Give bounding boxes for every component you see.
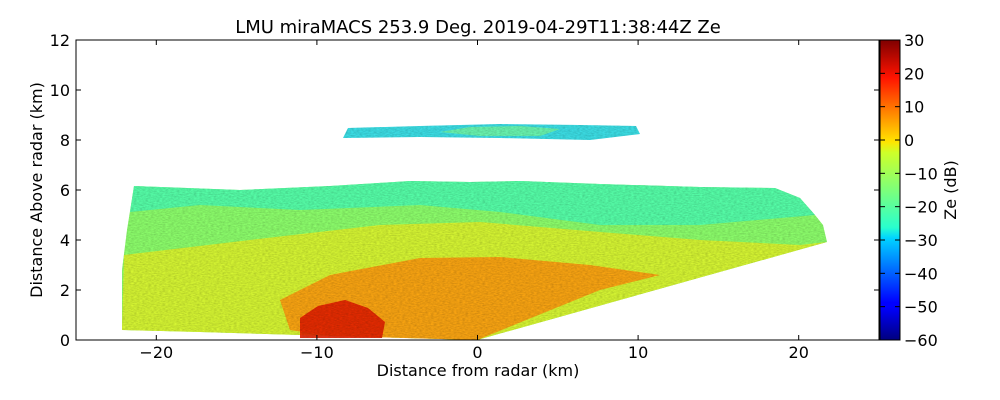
x-tick-label: −10 <box>300 343 334 362</box>
colorbar-ticks: 30 20 10 0 −10 −20 −30 −40 −50 −60 <box>880 31 938 350</box>
x-axis-label: Distance from radar (km) <box>377 361 580 380</box>
x-tick-label: 20 <box>789 343 809 362</box>
colorbar-tick-label: 20 <box>904 64 924 83</box>
colorbar-label: Ze (dB) <box>941 160 960 220</box>
colorbar-tick-label: 10 <box>904 98 924 117</box>
colorbar-tick-label: −10 <box>904 164 938 183</box>
colorbar-tick-label: −60 <box>904 331 938 350</box>
y-tick-label: 6 <box>60 181 70 200</box>
x-tick-label: 0 <box>472 343 482 362</box>
x-axis: −20 −10 0 10 20 <box>139 40 809 362</box>
colorbar <box>879 39 901 341</box>
colorbar-tick-label: 0 <box>904 131 914 150</box>
y-tick-label: 4 <box>60 231 70 250</box>
echo-red-maximum <box>300 300 385 338</box>
x-tick-label: −20 <box>139 343 173 362</box>
y-tick-label: 12 <box>50 31 70 50</box>
colorbar-tick-label: −50 <box>904 298 938 317</box>
y-tick-label: 10 <box>50 81 70 100</box>
colorbar-tick-label: −20 <box>904 198 938 217</box>
colorbar-tick-label: −30 <box>904 231 938 250</box>
echo-field <box>122 124 827 340</box>
y-axis-label: Distance Above radar (km) <box>27 82 46 298</box>
y-axis: 0 2 4 6 8 10 12 <box>50 31 879 350</box>
colorbar-tick-label: −40 <box>904 264 938 283</box>
y-tick-label: 0 <box>60 331 70 350</box>
x-tick-label: 10 <box>628 343 648 362</box>
chart-title: LMU miraMACS 253.9 Deg. 2019-04-29T11:38… <box>235 17 721 38</box>
y-tick-label: 8 <box>60 131 70 150</box>
echo-upper-cloud-core <box>440 126 560 136</box>
colorbar-tick-label: 30 <box>904 31 924 50</box>
echo-cyan-fringe <box>130 181 815 225</box>
y-tick-label: 2 <box>60 281 70 300</box>
